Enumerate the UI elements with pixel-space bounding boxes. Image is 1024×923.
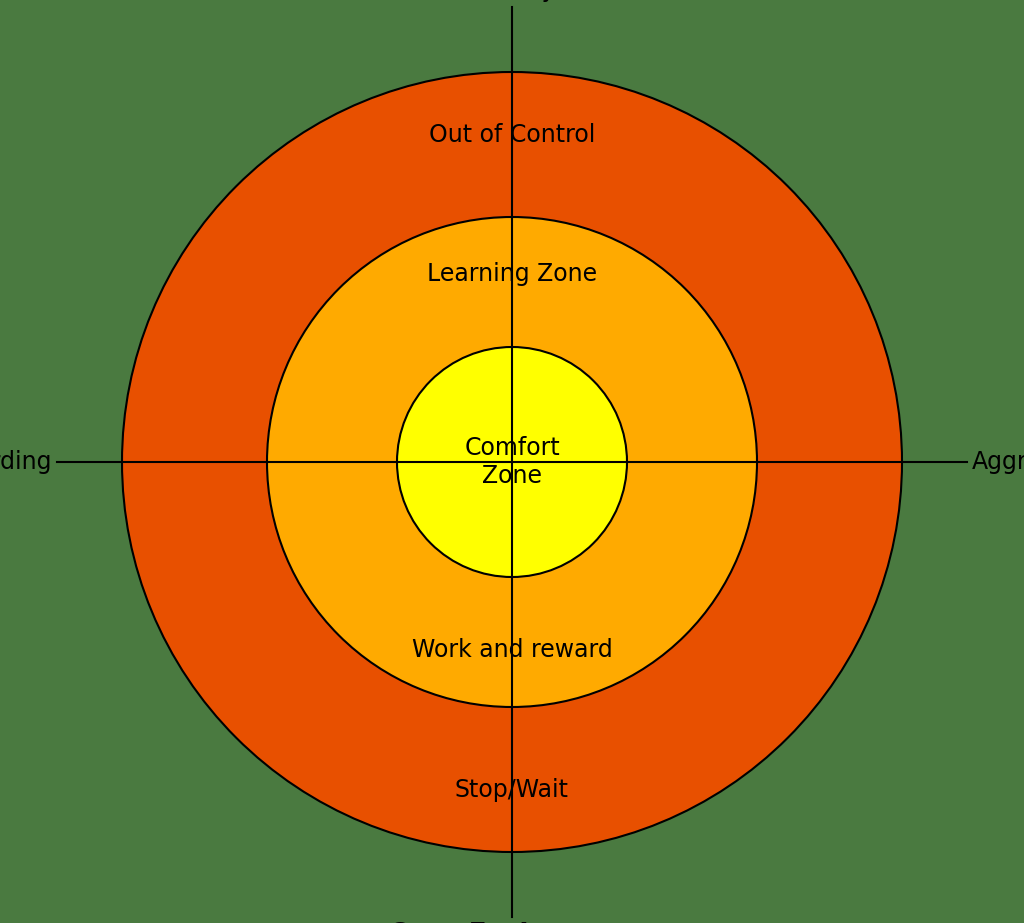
- Text: Anxiety: Anxiety: [467, 0, 557, 2]
- Circle shape: [122, 72, 902, 852]
- Text: Out of Control: Out of Control: [429, 123, 595, 147]
- Text: Work and reward: Work and reward: [412, 638, 612, 662]
- Circle shape: [267, 217, 757, 707]
- Circle shape: [397, 347, 627, 577]
- Text: Comfort
Zone: Comfort Zone: [464, 436, 560, 488]
- Text: Aggression: Aggression: [972, 450, 1024, 474]
- Text: Over Excitement: Over Excitement: [389, 922, 635, 923]
- Text: Learning Zone: Learning Zone: [427, 262, 597, 286]
- Text: Stop/Wait: Stop/Wait: [455, 777, 569, 801]
- Text: Guarding: Guarding: [0, 450, 52, 474]
